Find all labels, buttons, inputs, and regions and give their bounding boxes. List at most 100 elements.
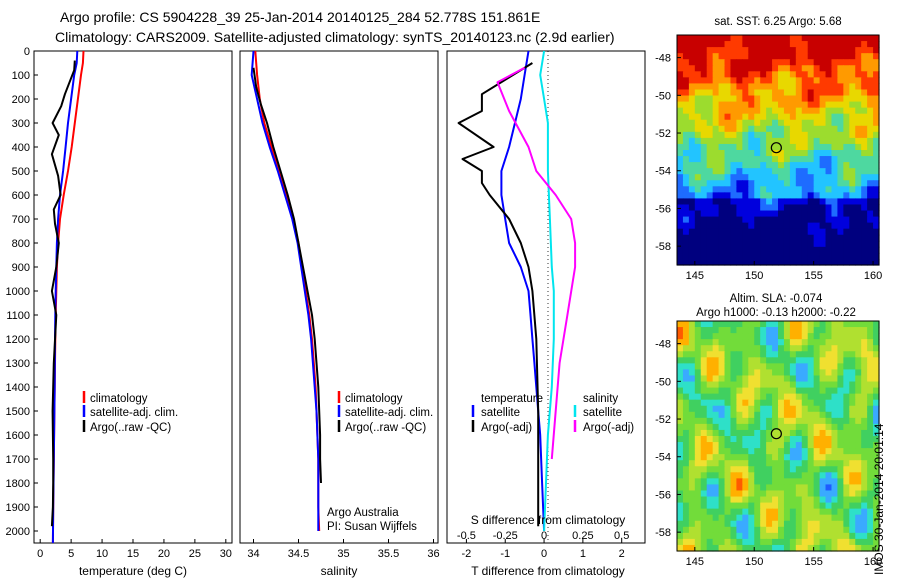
map-cell [730,59,738,66]
map-cell [801,35,809,42]
map-cell [873,538,880,546]
map-cell [712,246,720,254]
map-cell [789,423,797,431]
map-cell [843,186,850,193]
map-cell [754,53,761,60]
map-cell [801,333,809,340]
map-cell [682,405,690,413]
map-cell [849,35,856,42]
map-cell [677,47,684,54]
map-cell [783,357,791,364]
map-cell [682,496,690,504]
map-cell [736,478,743,486]
map-cell [766,131,773,139]
map-cell [694,150,702,157]
map-cell [831,508,839,516]
map-cell [807,411,815,419]
map-cell [688,369,696,377]
map-cell [801,514,809,522]
map-cell [748,252,755,260]
map-cell [861,399,868,407]
map-cell [724,423,732,431]
map-cell [873,405,880,413]
map-cell [843,448,850,455]
map-cell [742,478,749,486]
map-cell [712,327,720,334]
map-cell [682,89,690,97]
map-cell [694,538,702,546]
map-cell [843,538,850,546]
map-cell [783,436,791,443]
map-cell [801,538,809,546]
map-cell [772,538,779,546]
map-cell [748,472,755,479]
lat-tick-label: -54 [655,452,671,464]
map-cell [766,107,773,115]
lat-tick-label: -52 [655,414,671,426]
map-cell [730,119,738,127]
map-cell [754,186,761,193]
map-cell [807,339,815,346]
map-cell [766,222,773,230]
map-cell [849,526,856,534]
map-cell [778,526,785,534]
map-cell [724,532,732,540]
map-cell [748,258,755,266]
map-cell [819,41,827,48]
map-cell [706,478,714,486]
map-cell [825,47,833,54]
temperature-profile-plot: 0100200300400500600700800900100011001200… [6,46,233,578]
map-cell [688,520,696,528]
x-tick-label: 10 [96,548,108,560]
map-cell [712,393,720,401]
map-cell [861,216,868,224]
map-cell [783,363,791,371]
map-cell [783,65,791,72]
map-cell [831,357,839,364]
map-cell [688,381,696,389]
map-cell [736,357,743,364]
map-cell [813,508,821,516]
map-cell [801,119,809,127]
map-cell [736,77,743,85]
map-cell [730,258,738,266]
map-cell [724,53,732,60]
map-cell [718,502,726,510]
map-cell [742,168,749,175]
map-cell [795,192,803,200]
map-cell [795,417,803,425]
map-cell [766,399,773,407]
map-cell [837,53,844,60]
map-cell [712,351,720,358]
map-cell [760,71,767,78]
map-cell [783,417,791,425]
map-cell [843,327,850,334]
map-cell [873,41,880,48]
map-cell [819,89,827,97]
map-cell [688,65,696,72]
map-cell [748,520,755,528]
map-cell [837,526,844,534]
map-cell [778,89,785,97]
map-cell [843,168,850,175]
map-cell [700,216,708,224]
map-cell [849,77,856,85]
map-cell [706,375,714,383]
map-cell [831,339,839,346]
map-cell [801,180,809,187]
map-cell [783,252,791,260]
map-cell [831,532,839,540]
map-cell [748,514,755,522]
map-cell [712,119,720,127]
map-cell [843,460,850,467]
map-cell [742,143,749,151]
map-cell [688,246,696,254]
map-cell [677,514,684,522]
map-cell [807,137,815,145]
map-cell [748,429,755,437]
map-cell [819,65,827,72]
map-cell [736,204,743,212]
map-cell [783,526,791,534]
map-cell [766,423,773,431]
map-cell [801,198,809,206]
